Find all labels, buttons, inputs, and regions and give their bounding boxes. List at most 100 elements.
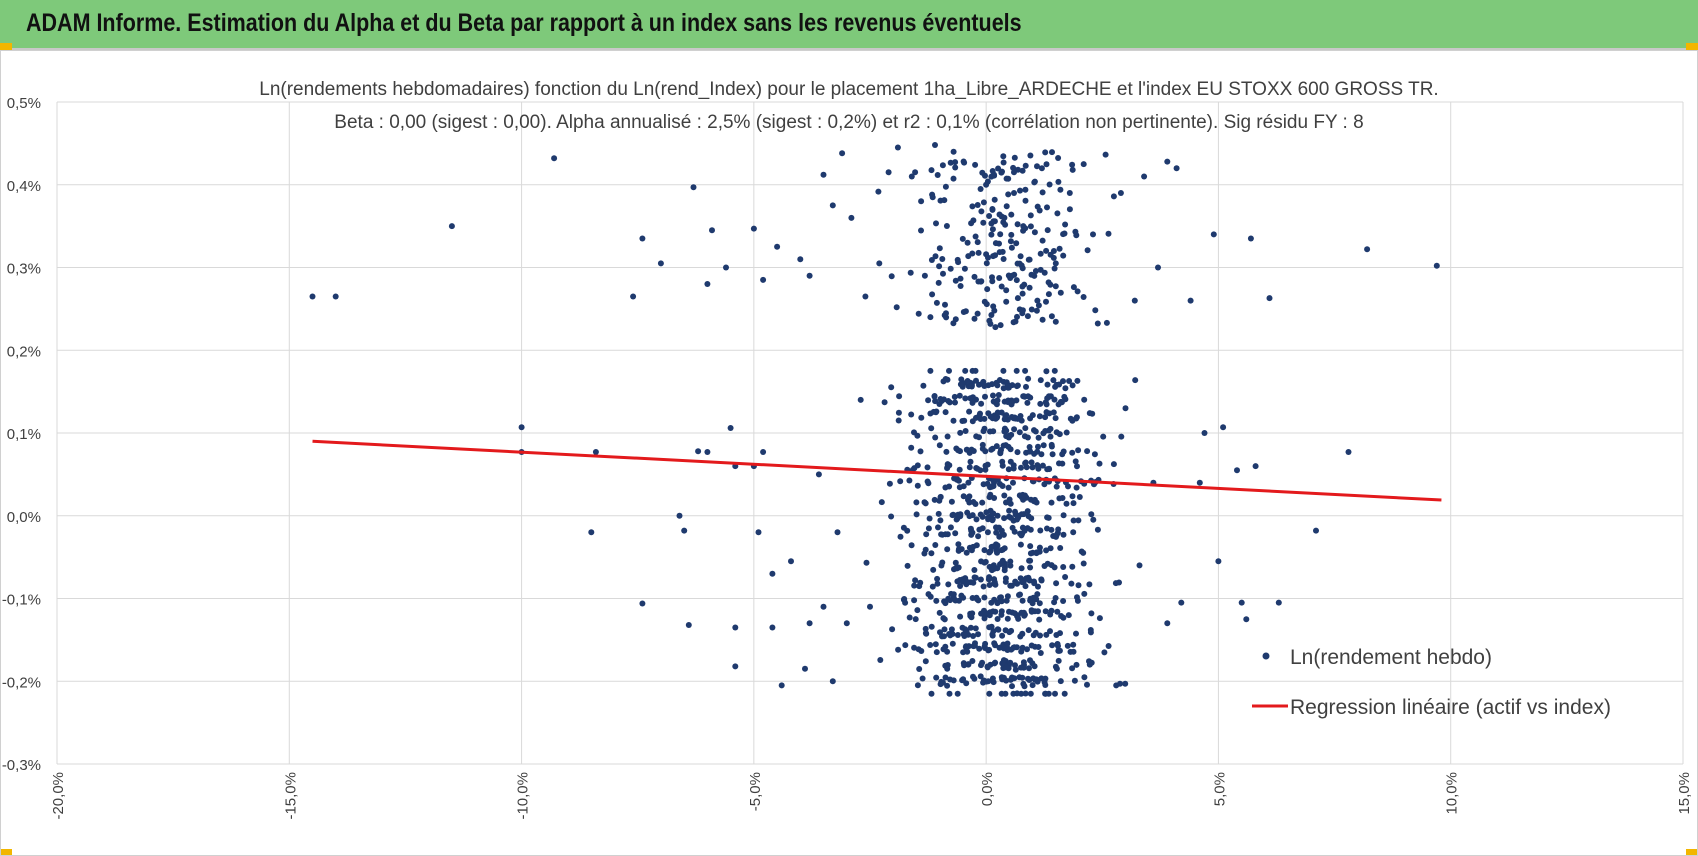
scatter-point [990, 392, 996, 399]
scatter-point [1044, 395, 1051, 402]
scatter-point [1001, 567, 1008, 574]
scatter-point [1052, 318, 1059, 325]
scatter-point [907, 269, 914, 276]
scatter-point [1017, 253, 1024, 260]
scatter-point [1070, 529, 1077, 536]
scatter-point [1048, 499, 1055, 506]
scatter-point [927, 314, 934, 321]
scatter-point [1022, 367, 1029, 374]
scatter-point [1020, 659, 1027, 666]
x-tick-label: 5,0% [1211, 772, 1228, 806]
page-title: ADAM Informe. Estimation du Alpha et du … [26, 9, 1022, 37]
scatter-point [1178, 599, 1185, 606]
scatter-point [1027, 564, 1034, 571]
scatter-point [1055, 155, 1062, 161]
scatter-point [960, 594, 967, 601]
scatter-point [1044, 227, 1051, 234]
scatter-point [990, 428, 997, 435]
scatter-point [1021, 683, 1028, 690]
scatter-point [1071, 677, 1078, 684]
scatter-point [1266, 295, 1273, 302]
scatter-point [986, 690, 993, 697]
scatter-point [1000, 385, 1007, 392]
scatter-point [834, 529, 841, 536]
scatter-point [979, 441, 986, 448]
scatter-point [978, 558, 985, 565]
scatter-point [983, 260, 990, 267]
scatter-point [933, 299, 940, 306]
scatter-point [945, 581, 952, 588]
scatter-point [1047, 425, 1054, 432]
scatter-point [952, 159, 959, 166]
scatter-point [971, 567, 978, 573]
scatter-point [1060, 564, 1067, 570]
scatter-point [732, 663, 739, 670]
scatter-point [992, 240, 999, 247]
scatter-point [1010, 319, 1017, 326]
scatter-point [924, 478, 931, 485]
scatter-point [1220, 424, 1227, 431]
scatter-point [922, 630, 929, 637]
scatter-point [912, 616, 919, 623]
scatter-point [1043, 298, 1049, 305]
scatter-point [951, 475, 958, 482]
axis-ticks: -0,3% -0,2% -0,1% 0,0% 0,1% 0,2% 0,3% 0,4% 0,5% -… [2, 95, 1693, 820]
scatter-point [931, 393, 938, 399]
scatter-point [1015, 514, 1022, 521]
scatter-point [1004, 615, 1011, 622]
scatter-point [990, 303, 997, 310]
scatter-point [950, 175, 957, 182]
scatter-point [940, 615, 947, 622]
scatter-point [1024, 399, 1031, 406]
scatter-point [1062, 221, 1069, 228]
scatter-point [932, 398, 939, 405]
scatter-point [994, 626, 1001, 633]
scatter-point [953, 516, 960, 523]
scatter-point [1039, 462, 1046, 469]
scatter-point [1051, 367, 1058, 374]
scatter-point [685, 622, 692, 628]
scatter-point [950, 417, 957, 424]
scatter-point [949, 512, 956, 519]
scatter-point [994, 409, 1001, 416]
scatter-point [704, 281, 711, 287]
scatter-point [921, 272, 928, 279]
scatter-point [820, 171, 827, 178]
scatter-point [1001, 428, 1008, 435]
scatter-point [1022, 186, 1029, 193]
scatter-point [977, 511, 984, 518]
scatter-point [1037, 250, 1044, 257]
scatter-point [1016, 429, 1023, 436]
scatter-point [1105, 230, 1112, 237]
scatter-point [588, 529, 595, 536]
scatter-point [1069, 563, 1076, 570]
scatter-point [1056, 460, 1062, 467]
scatter-point [1049, 642, 1056, 649]
scatter-point [1019, 283, 1026, 290]
scatter-point [976, 645, 983, 652]
scatter-point [961, 632, 968, 638]
scatter-point [1019, 631, 1026, 637]
scatter-point [930, 408, 937, 415]
scatter-point [1094, 320, 1101, 327]
scatter-point [820, 603, 827, 610]
scatter-point [1055, 178, 1062, 185]
scatter-point [992, 324, 999, 331]
scatter-point [1034, 163, 1040, 170]
scatter-point [934, 575, 941, 582]
scatter-point [957, 275, 964, 282]
scatter-point [1012, 666, 1019, 673]
scatter-point [933, 649, 940, 656]
scatter-point [1008, 244, 1015, 251]
scatter-point [997, 231, 1004, 238]
scatter-point [928, 257, 935, 263]
scatter-point [1038, 165, 1045, 172]
scatter-point [1026, 557, 1033, 564]
scatter-point [1000, 256, 1007, 262]
scatter-point [888, 384, 895, 391]
scatter-point [1004, 640, 1011, 647]
scatter-point [1110, 193, 1117, 200]
scatter-point [1014, 449, 1021, 456]
scatter-point [1043, 247, 1050, 254]
scatter-point [802, 665, 808, 672]
